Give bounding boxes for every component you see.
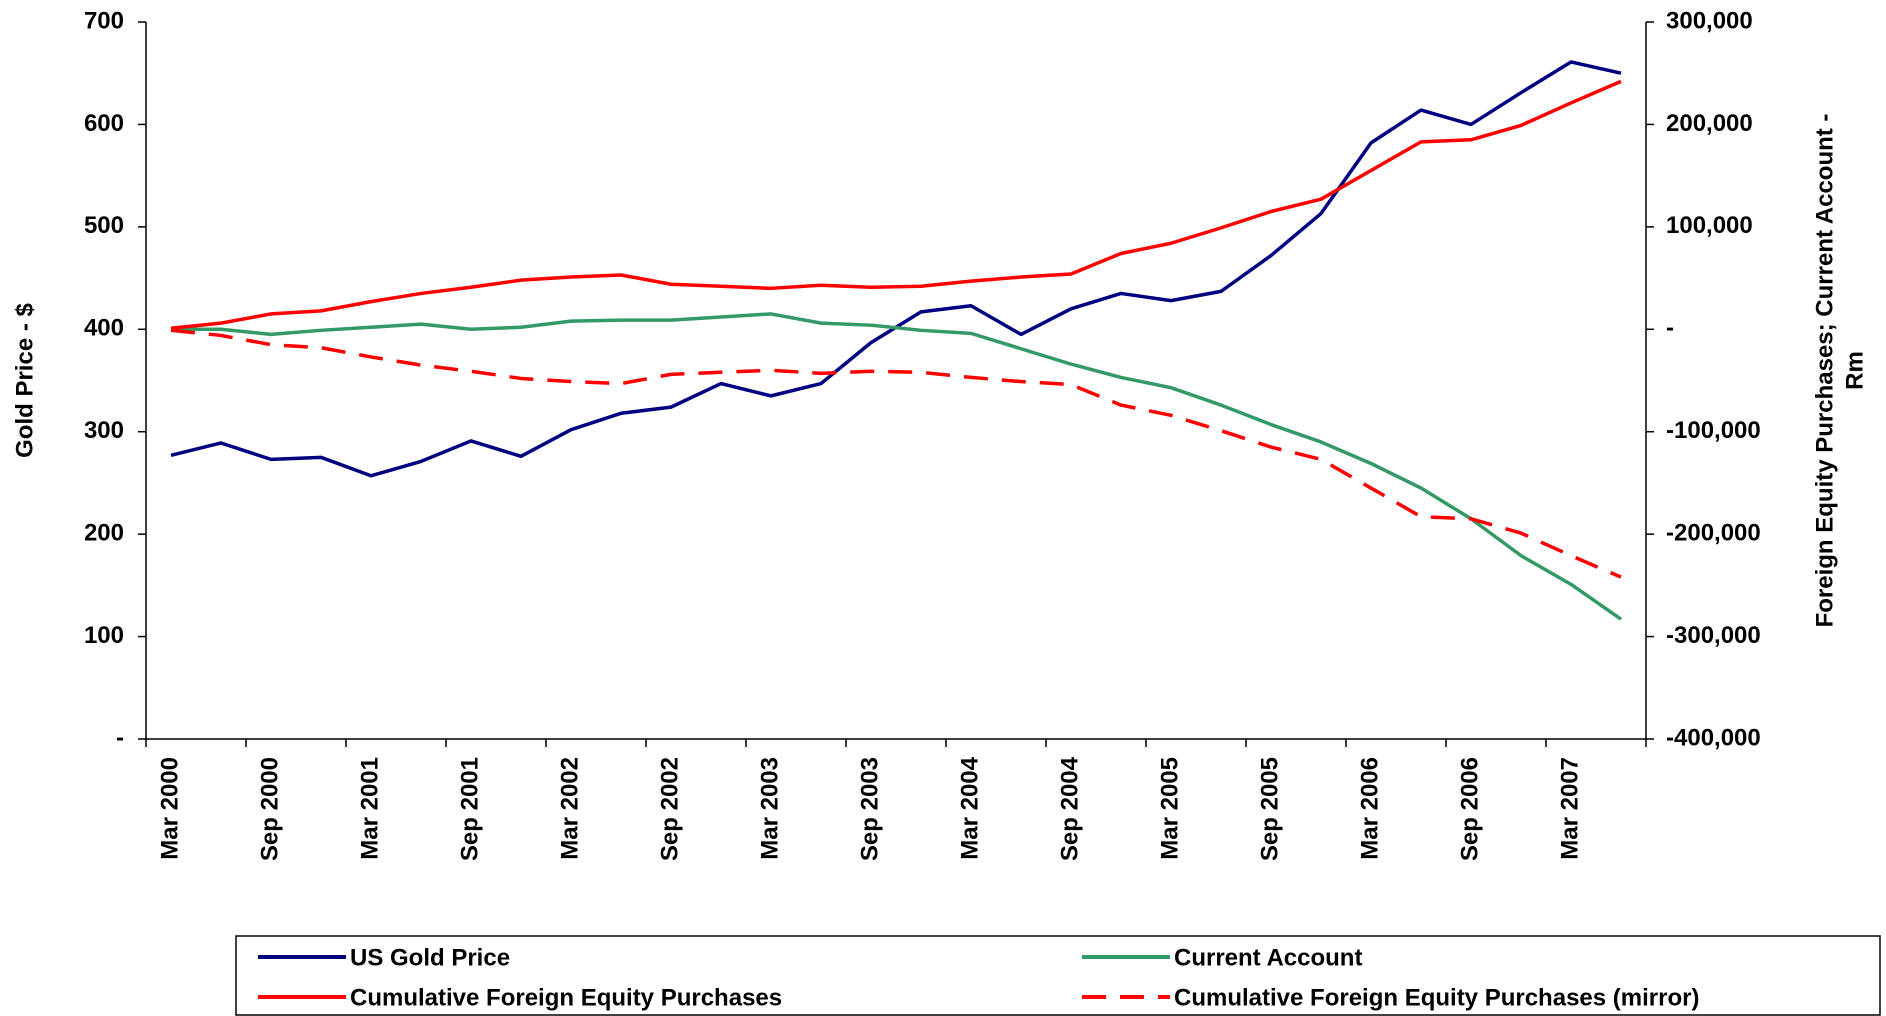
y2-tick-label: 300,000 (1666, 7, 1753, 34)
y-tick-label: - (116, 724, 124, 751)
x-tick-label: Mar 2002 (556, 757, 583, 860)
y2-tick-label: 100,000 (1666, 212, 1753, 239)
y-tick-label: 200 (84, 519, 124, 546)
x-tick-label: Sep 2006 (1456, 757, 1483, 861)
y2-tick-label: -200,000 (1666, 519, 1761, 546)
legend-label: US Gold Price (350, 944, 510, 971)
y2-tick-label: -100,000 (1666, 417, 1761, 444)
series-line (170, 79, 1622, 331)
y-tick-label: 500 (84, 212, 124, 239)
x-tick-label: Sep 2003 (856, 757, 883, 861)
series-line (170, 60, 1622, 478)
x-tick-label: Mar 2000 (156, 757, 183, 860)
x-tick-label: Mar 2001 (356, 757, 383, 860)
y2-tick-label: -400,000 (1666, 724, 1761, 751)
y-tick-label: 600 (84, 110, 124, 137)
x-tick-label: Mar 2003 (756, 757, 783, 860)
x-tick-label: Sep 2001 (456, 757, 483, 861)
y-tick-label: 100 (84, 622, 124, 649)
x-tick-label: Mar 2004 (956, 756, 983, 859)
y2-tick-label: - (1666, 315, 1674, 342)
x-tick-label: Sep 2002 (656, 757, 683, 861)
y2-tick-label: -300,000 (1666, 622, 1761, 649)
y-axis-title: Gold Price - $ (11, 302, 38, 457)
x-tick-label: Mar 2005 (1156, 757, 1183, 860)
x-tick-label: Mar 2007 (1556, 757, 1583, 860)
x-tick-label: Mar 2006 (1356, 757, 1383, 860)
x-tick-label: Sep 2005 (1256, 757, 1283, 861)
y-tick-label: 400 (84, 315, 124, 342)
series-line (170, 328, 1622, 579)
y2-axis-title: Foreign Equity Purchases; Current Accoun… (1811, 114, 1838, 628)
y2-axis-title: Rm (1841, 351, 1868, 390)
x-tick-label: Sep 2000 (256, 757, 283, 861)
x-tick-label: Sep 2004 (1056, 756, 1083, 861)
legend-box (235, 935, 1881, 1016)
legend-label: Cumulative Foreign Equity Purchases (350, 984, 782, 1011)
y-tick-label: 300 (84, 417, 124, 444)
legend-label: Cumulative Foreign Equity Purchases (mir… (1174, 984, 1699, 1011)
series-line (171, 312, 1623, 621)
y2-tick-label: 200,000 (1666, 110, 1753, 137)
legend-label: Current Account (1174, 944, 1362, 971)
y-tick-label: 700 (84, 7, 124, 34)
